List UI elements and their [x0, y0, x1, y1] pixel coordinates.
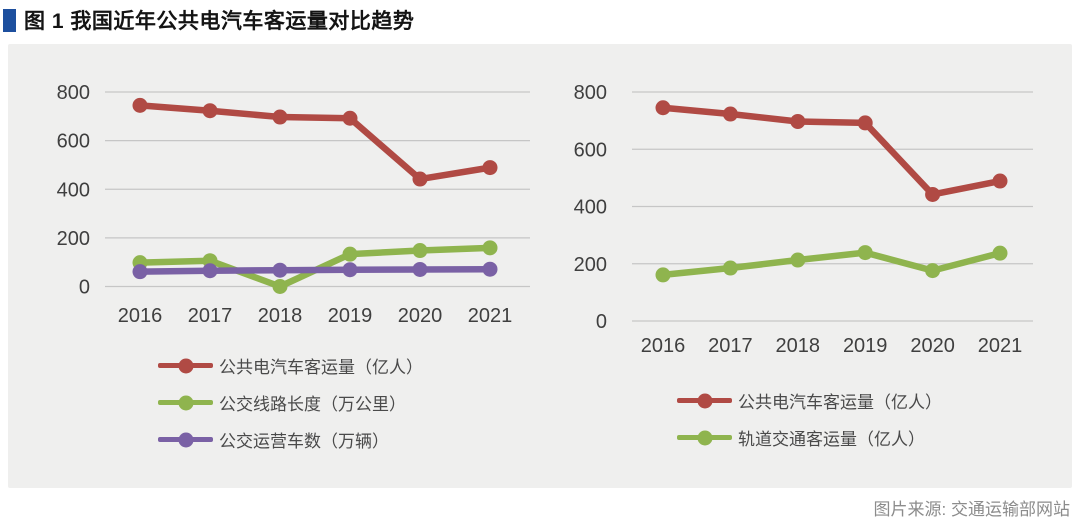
x-tick-label: 2017 — [708, 335, 753, 357]
figure-title: 图 1 我国近年公共电汽车客运量对比趋势 — [3, 5, 414, 35]
left-chart-legend: 公共电汽车客运量（亿人） 公交线路长度（万公里） 公交运营车数（万辆） — [158, 347, 423, 458]
data-point-marker — [857, 245, 873, 261]
legend-line-purple-icon — [158, 432, 213, 447]
data-point-marker — [925, 263, 941, 279]
legend-label: 公交运营车数（万辆） — [219, 432, 389, 451]
data-point-marker — [412, 261, 428, 277]
chart-panel — [8, 44, 1072, 488]
y-tick-label: 0 — [596, 311, 607, 333]
x-tick-label: 2020 — [398, 305, 443, 327]
data-point-marker — [655, 100, 671, 116]
series-line — [659, 249, 1004, 279]
legend-label: 公交线路长度（万公里） — [219, 395, 406, 414]
data-point-marker — [655, 267, 671, 283]
legend-label: 公共电汽车客运量（亿人） — [738, 393, 942, 412]
y-tick-label: 200 — [57, 228, 90, 250]
data-point-marker — [857, 115, 873, 131]
data-point-marker — [482, 261, 498, 277]
legend-line-red-icon — [677, 393, 732, 408]
data-point-marker — [790, 113, 806, 129]
x-tick-label: 2021 — [978, 335, 1023, 357]
data-point-marker — [482, 240, 498, 256]
data-point-marker — [132, 97, 148, 113]
data-point-marker — [132, 264, 148, 280]
data-point-marker — [272, 279, 288, 294]
x-tick-label: 2021 — [468, 305, 513, 327]
y-tick-label: 400 — [574, 197, 607, 219]
series-line — [136, 265, 494, 275]
legend-item: 公共电汽车客运量（亿人） — [677, 382, 942, 419]
x-tick-label: 2017 — [188, 305, 233, 327]
legend-line-green-icon — [677, 430, 732, 445]
y-tick-label: 400 — [57, 179, 90, 201]
legend-line-red-icon — [158, 358, 213, 373]
legend-item: 公交运营车数（万辆） — [158, 421, 423, 458]
y-tick-label: 600 — [57, 131, 90, 153]
x-tick-label: 2020 — [910, 335, 955, 357]
legend-item: 公交线路长度（万公里） — [158, 384, 423, 421]
y-tick-label: 800 — [57, 82, 90, 104]
y-tick-label: 800 — [574, 82, 607, 104]
x-tick-label: 2016 — [118, 305, 163, 327]
legend-label: 轨道交通客运量（亿人） — [738, 430, 925, 449]
data-point-marker — [412, 243, 428, 259]
data-point-marker — [202, 263, 218, 279]
x-tick-label: 2019 — [328, 305, 373, 327]
y-tick-label: 0 — [79, 277, 90, 299]
data-point-marker — [202, 103, 218, 119]
x-tick-label: 2019 — [843, 335, 888, 357]
legend-item: 公共电汽车客运量（亿人） — [158, 347, 423, 384]
title-marker-square — [3, 8, 16, 32]
figure-title-text: 图 1 我国近年公共电汽车客运量对比趋势 — [24, 10, 415, 33]
y-tick-label: 200 — [574, 254, 607, 276]
right-chart-legend: 公共电汽车客运量（亿人） 轨道交通客运量（亿人） — [677, 382, 942, 456]
data-point-marker — [992, 173, 1008, 189]
legend-line-green-icon — [158, 395, 213, 410]
x-tick-label: 2018 — [258, 305, 303, 327]
data-point-marker — [790, 252, 806, 268]
x-tick-label: 2018 — [776, 335, 821, 357]
data-point-marker — [272, 262, 288, 278]
data-point-marker — [722, 260, 738, 276]
x-tick-label: 2016 — [641, 335, 686, 357]
data-point-marker — [925, 186, 941, 202]
data-point-marker — [482, 160, 498, 176]
image-source-caption: 图片来源: 交通运输部网站 — [873, 500, 1070, 519]
data-point-marker — [342, 246, 358, 262]
legend-label: 公共电汽车客运量（亿人） — [219, 358, 423, 377]
data-point-marker — [992, 245, 1008, 261]
y-tick-label: 600 — [574, 139, 607, 161]
data-point-marker — [272, 109, 288, 125]
series-line — [136, 102, 494, 183]
data-point-marker — [342, 262, 358, 278]
legend-item: 轨道交通客运量（亿人） — [677, 419, 942, 456]
data-point-marker — [342, 110, 358, 126]
series-line — [659, 104, 1004, 198]
data-point-marker — [722, 106, 738, 122]
data-point-marker — [412, 171, 428, 187]
